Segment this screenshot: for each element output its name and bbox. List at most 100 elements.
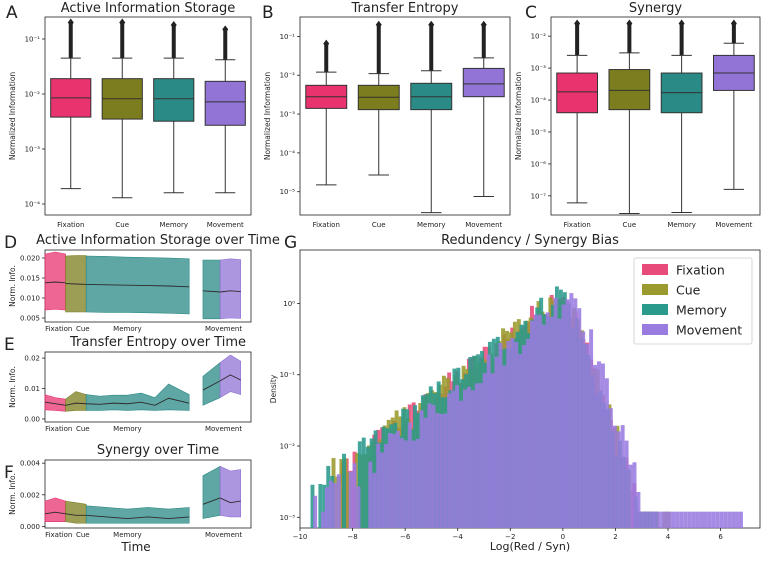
x-tick-label-C: Movement (715, 221, 752, 229)
outlier-marker-A (67, 18, 74, 27)
phase-label-D: Memory (113, 325, 141, 333)
y-tick-label-A: 10⁻³ (25, 146, 41, 154)
histogram-bar (318, 484, 323, 528)
histogram-bar (407, 422, 412, 528)
axes-frame-A (44, 16, 252, 216)
y-tick-label-G: 10⁻² (280, 443, 296, 451)
box-C-fixation (556, 72, 599, 114)
histogram-bar (577, 308, 582, 528)
mean-line-D-fixation (44, 281, 66, 284)
mean-line-E-memory (202, 380, 221, 391)
histogram-bar (478, 383, 483, 528)
histogram-bar (573, 298, 578, 528)
confidence-band-E-movement (219, 354, 241, 399)
outlier-marker-C (574, 19, 581, 28)
legend-label-memory: Memory (676, 303, 727, 318)
histogram-bar (644, 511, 649, 528)
histogram-bar (679, 511, 684, 528)
x-tick-label-G: 4 (666, 533, 671, 541)
legend-box (633, 257, 753, 345)
axes-frame-B (299, 16, 511, 216)
histogram-bar (549, 316, 554, 528)
histogram-bar (419, 410, 424, 528)
histogram-bar (415, 438, 420, 528)
histogram-bar (581, 331, 586, 528)
histogram-bar (435, 412, 440, 528)
histogram-bar (380, 452, 385, 528)
confidence-band-D-memory (202, 259, 221, 320)
outlier-points-C (679, 23, 684, 56)
mean-line-D-movement (220, 290, 241, 293)
histogram-bar (506, 340, 511, 528)
histogram-bar (332, 482, 337, 528)
outlier-points-C (575, 23, 580, 56)
x-tick-label-C: Memory (667, 221, 695, 229)
histogram-bar (723, 511, 728, 528)
histogram-bar (648, 511, 653, 528)
mean-line-F-cue (65, 513, 87, 516)
y-tick-label-B: 10⁻² (280, 72, 296, 80)
histogram-bar (439, 413, 444, 528)
chart-title-D: Active Information Storage over Time (36, 233, 280, 248)
histogram-bar (616, 431, 621, 528)
outlier-points-B (429, 24, 434, 71)
x-tick-label-B: Cue (372, 221, 386, 229)
phase-label-D: Cue (76, 325, 90, 333)
x-tick-label-G: 6 (718, 533, 723, 541)
chart-title-B: Transfer Entropy (351, 1, 459, 16)
y-tick-label-D: 0.020 (20, 255, 40, 263)
x-tick-label-G: −10 (293, 533, 308, 541)
histogram-bar (541, 324, 546, 528)
confidence-band-D-fixation (44, 251, 66, 311)
confidence-band-F-memory (85, 505, 190, 524)
phase-label-D: Movement (205, 325, 242, 333)
chart-title-F: Synergy over Time (97, 443, 219, 458)
x-tick-label-A: Movement (207, 221, 244, 229)
histogram-bar (687, 511, 692, 528)
outlier-marker-B (323, 39, 330, 48)
legend-swatch-cue (642, 284, 668, 295)
histogram-bar (348, 471, 353, 528)
x-tick-label-A: Fixation (57, 221, 84, 229)
mean-line-F-movement (219, 497, 241, 504)
y-tick-label-F: 0.000 (20, 523, 40, 531)
outlier-points-A (120, 22, 125, 59)
histogram-bar (470, 390, 475, 528)
y-tick-label-D: 0.005 (20, 315, 40, 323)
histogram-bar (664, 511, 668, 528)
chart-title-A: Active Information Storage (61, 1, 236, 16)
histogram-bar (324, 487, 329, 528)
y-axis-label-F: Norm. Info. (8, 473, 17, 515)
y-tick-label-F: 0.004 (20, 460, 41, 468)
histogram-bar (494, 356, 499, 528)
histogram-bar (514, 342, 519, 528)
histogram-bar (431, 404, 436, 528)
phase-label-F: Memory (113, 531, 141, 539)
histogram-bar (593, 364, 598, 528)
histogram-bar (545, 312, 550, 528)
histogram-bar (486, 354, 491, 528)
histogram-bar (342, 453, 346, 528)
histogram-series-movement (313, 293, 743, 528)
histogram-bar (628, 464, 633, 528)
y-tick-label-D: 0.010 (20, 295, 40, 303)
y-tick-label-B: 10⁻⁴ (280, 149, 296, 157)
histogram-bar (502, 365, 507, 528)
legend-label-cue: Cue (676, 283, 701, 298)
outlier-marker-C (730, 19, 737, 28)
y-axis-label-D: Norm. Info. (8, 265, 17, 307)
y-axis-label-A: Normalized Information (8, 72, 17, 161)
outlier-points-A (171, 24, 176, 59)
outlier-points-A (223, 29, 228, 60)
axes-frame-F (44, 459, 252, 529)
histogram-bar (395, 430, 400, 528)
chart-title-C: Synergy (629, 1, 683, 16)
histogram-bar (727, 511, 732, 528)
histogram-bar (671, 511, 676, 528)
histogram-bar (361, 437, 366, 528)
histogram-bar (357, 441, 362, 528)
histogram-bar (668, 511, 672, 528)
histogram-bar (427, 403, 432, 528)
mean-line-F-fixation (44, 511, 66, 515)
